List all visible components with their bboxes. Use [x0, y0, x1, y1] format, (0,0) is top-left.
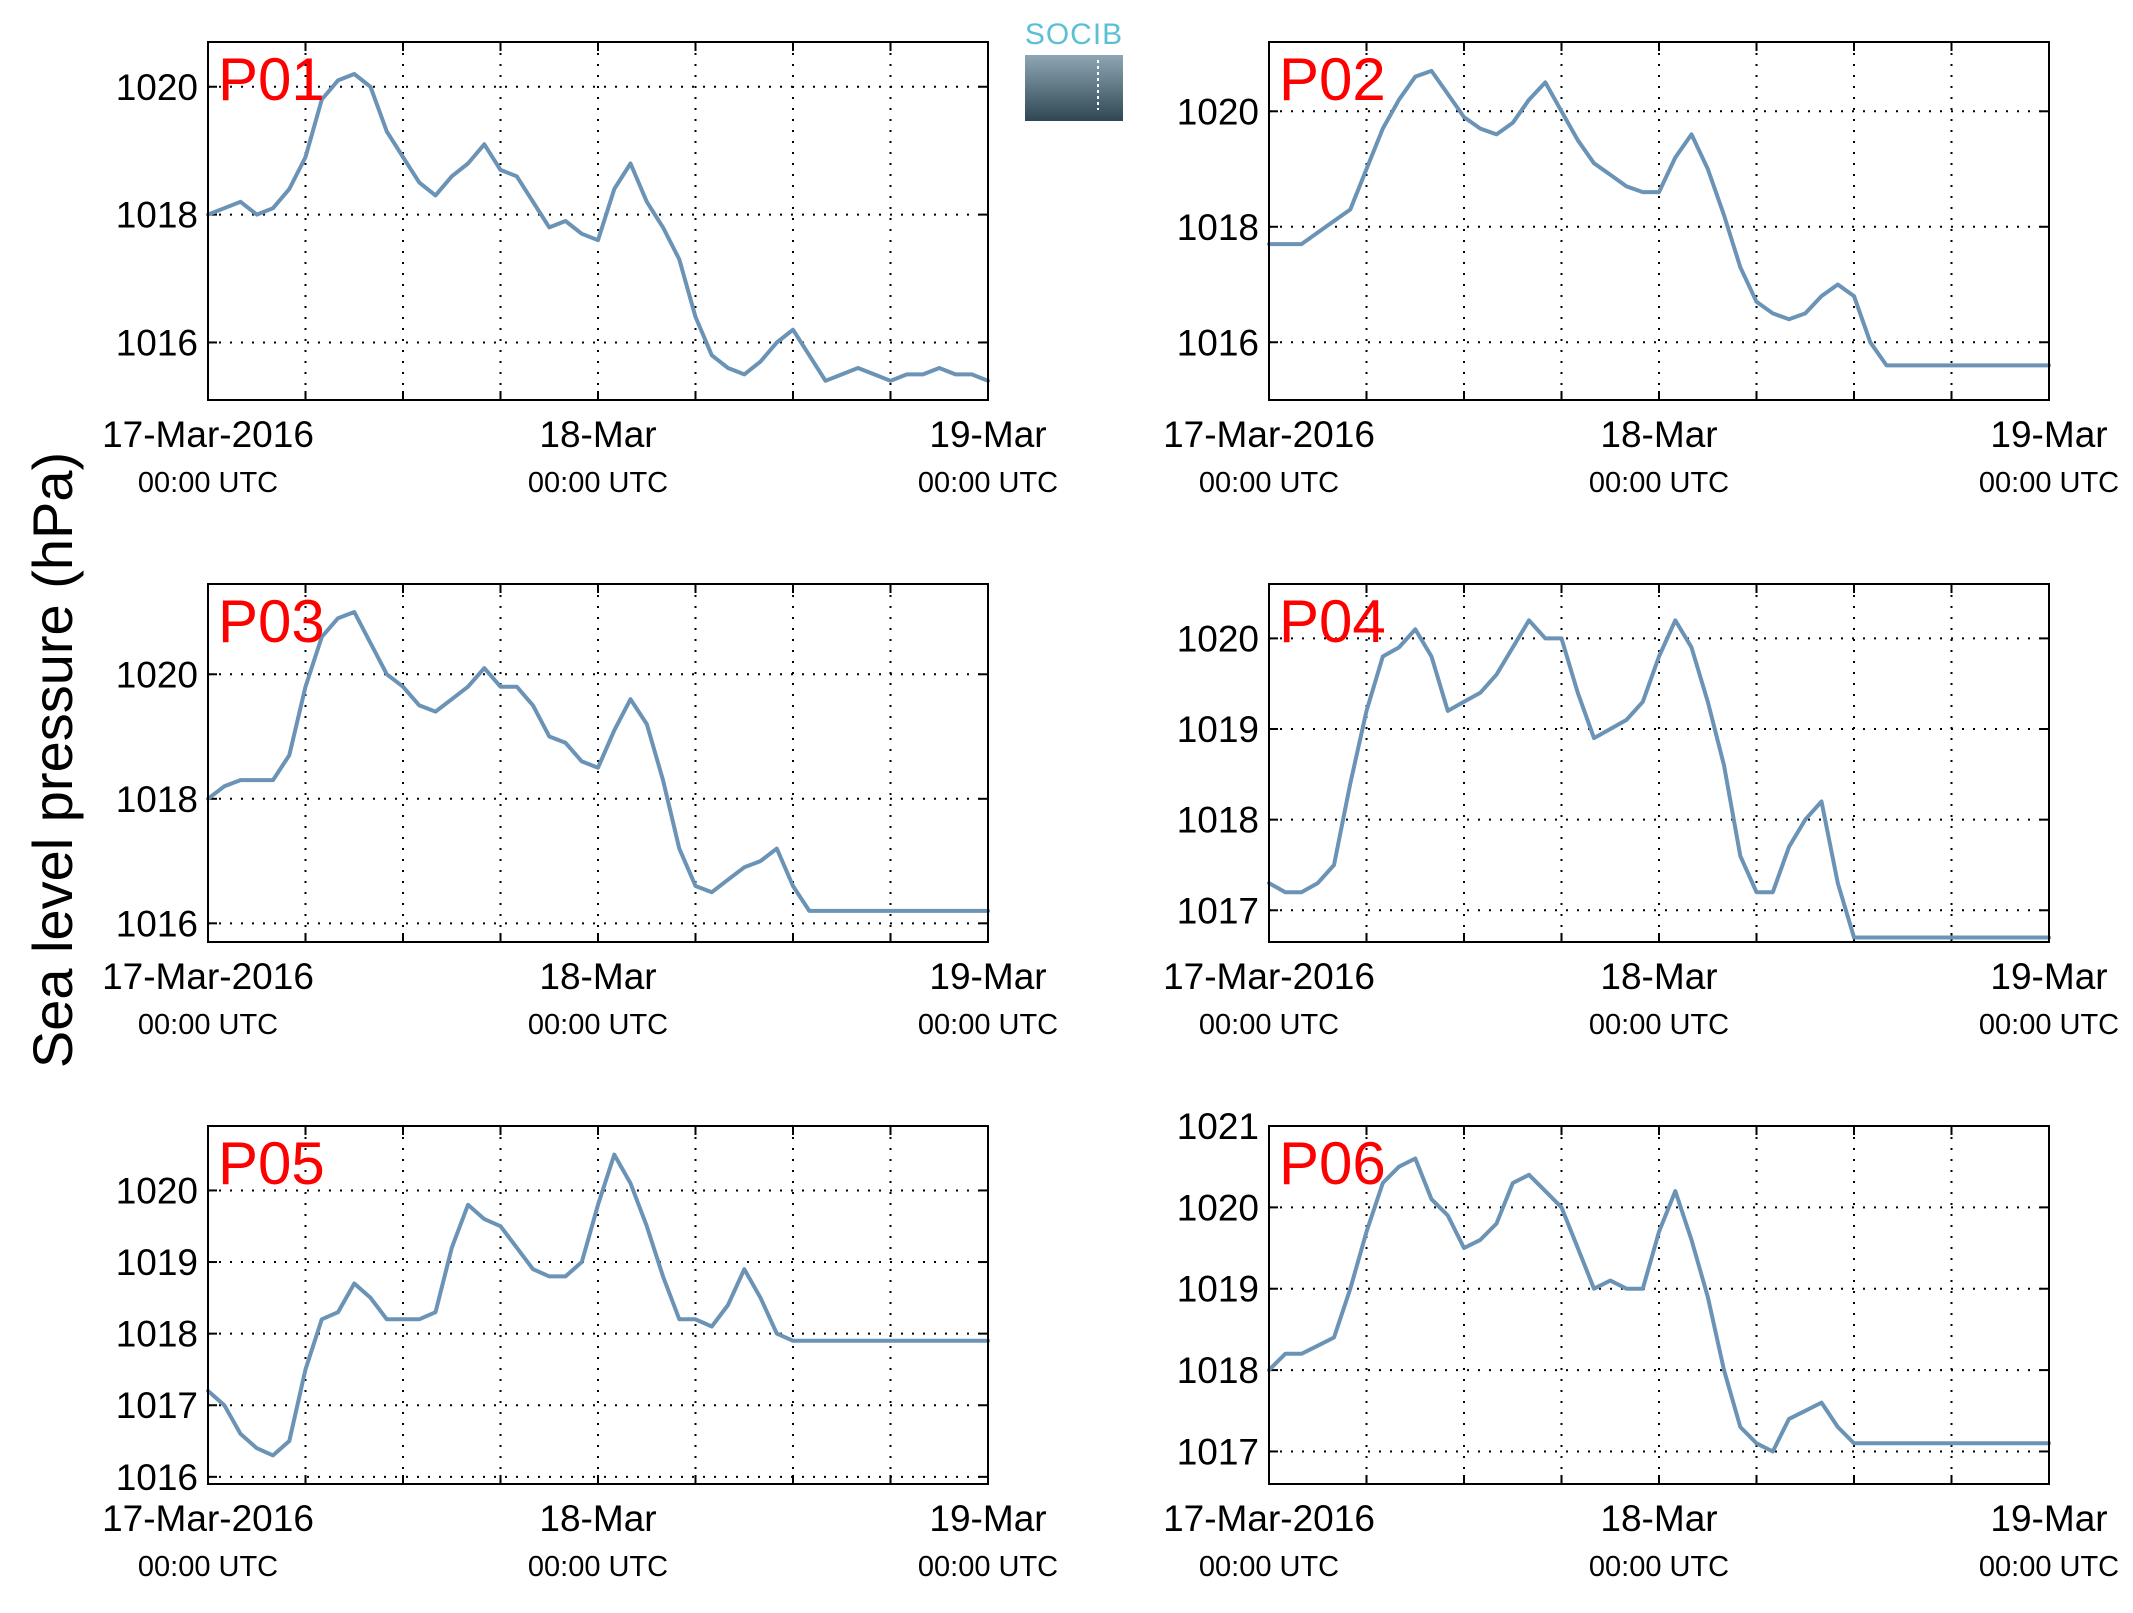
y-tick-label: 1018: [116, 195, 198, 236]
panel-label-p01: P01: [218, 46, 325, 113]
plot-frame: [207, 41, 989, 401]
x-tick-sublabel: 00:00 UTC: [1199, 467, 1339, 499]
x-tick-sublabel: 00:00 UTC: [1589, 1009, 1729, 1041]
x-tick-sublabel: 00:00 UTC: [1979, 1009, 2119, 1041]
x-tick-label: 18-Mar: [539, 956, 656, 997]
x-tick-label: 19-Mar: [929, 956, 1046, 997]
y-tick-label: 1019: [1177, 1269, 1259, 1310]
y-tick-label: 1016: [116, 322, 198, 363]
panels: 1016 1018 1020 17-Mar-2016 00:00 UTC 18-Mar 00…: [102, 41, 2119, 1583]
x-tick-label: 18-Mar: [539, 414, 656, 455]
y-tick-label: 1017: [116, 1385, 198, 1426]
x-tick-label: 17-Mar-2016: [102, 414, 314, 455]
panel-label-p06: P06: [1279, 1130, 1386, 1197]
plot-frame: [1268, 583, 2050, 943]
panel-label-p02: P02: [1279, 46, 1386, 113]
x-tick-label: 19-Mar: [929, 1498, 1046, 1539]
panel-label-p03: P03: [218, 588, 325, 655]
y-tick-label: 1020: [116, 67, 198, 108]
panel-label-p04: P04: [1279, 588, 1386, 655]
plot-frame: [1268, 1125, 2050, 1485]
socib-logo: SOCIB: [1025, 18, 1123, 121]
x-tick-sublabel: 00:00 UTC: [528, 1551, 668, 1583]
x-tick-sublabel: 00:00 UTC: [1589, 467, 1729, 499]
logo-text: SOCIB: [1025, 18, 1123, 51]
series-line-p06: [1267, 1156, 2051, 1454]
x-tick-sublabel: 00:00 UTC: [138, 467, 278, 499]
panel-p04: 1017 1018 1019 1020 17-Mar-2016 00:00 UTC 18-M…: [1163, 583, 2119, 1041]
x-tick-label: 18-Mar: [1600, 956, 1717, 997]
y-tick-label: 1018: [116, 779, 198, 820]
logo-mark: [1025, 55, 1123, 121]
y-axis-title: Sea level pressure (hPa): [21, 452, 84, 1068]
series-line-p01: [206, 72, 990, 383]
x-tick-sublabel: 00:00 UTC: [1979, 1551, 2119, 1583]
panel-p05: 1016 1017 1018 1019 1020 17-Mar-2016 00:00 UTC…: [102, 1125, 1058, 1583]
series-line-p05: [206, 1152, 990, 1458]
y-tick-label: 1020: [1177, 91, 1259, 132]
x-tick-label: 17-Mar-2016: [1163, 414, 1375, 455]
y-tick-label: 1018: [1177, 207, 1259, 248]
panel-p01: 1016 1018 1020 17-Mar-2016 00:00 UTC 18-Mar 00…: [102, 41, 1058, 499]
x-tick-label: 18-Mar: [1600, 414, 1717, 455]
y-tick-label: 1018: [1177, 800, 1259, 841]
x-tick-label: 19-Mar: [1990, 1498, 2107, 1539]
x-tick-sublabel: 00:00 UTC: [918, 1009, 1058, 1041]
y-tick-label: 1016: [1177, 322, 1259, 363]
y-tick-label: 1016: [116, 1457, 198, 1498]
y-tick-label: 1020: [1177, 618, 1259, 659]
y-tick-label: 1017: [1177, 1431, 1259, 1472]
panel-label-p05: P05: [218, 1130, 325, 1197]
y-tick-label: 1019: [1177, 709, 1259, 750]
y-tick-label: 1019: [116, 1242, 198, 1283]
y-tick-label: 1018: [1177, 1350, 1259, 1391]
x-tick-sublabel: 00:00 UTC: [528, 1009, 668, 1041]
series-line-p02: [1267, 68, 2051, 368]
plot-frame: [1268, 41, 2050, 401]
plot-frame: [207, 1125, 989, 1485]
x-tick-sublabel: 00:00 UTC: [1979, 467, 2119, 499]
x-tick-label: 19-Mar: [929, 414, 1046, 455]
y-tick-label: 1016: [116, 903, 198, 944]
x-tick-sublabel: 00:00 UTC: [918, 1551, 1058, 1583]
plot-frame: [207, 583, 989, 943]
x-tick-label: 18-Mar: [1600, 1498, 1717, 1539]
x-tick-label: 17-Mar-2016: [1163, 956, 1375, 997]
y-tick-label: 1018: [116, 1314, 198, 1355]
y-tick-label: 1020: [116, 1170, 198, 1211]
x-tick-sublabel: 00:00 UTC: [1199, 1551, 1339, 1583]
panel-p03: 1016 1018 1020 17-Mar-2016 00:00 UTC 18-Mar 00…: [102, 583, 1058, 1041]
x-tick-label: 17-Mar-2016: [102, 1498, 314, 1539]
y-tick-label: 1017: [1177, 890, 1259, 931]
x-tick-label: 18-Mar: [539, 1498, 656, 1539]
x-tick-label: 19-Mar: [1990, 956, 2107, 997]
y-tick-label: 1021: [1177, 1106, 1259, 1147]
x-tick-label: 17-Mar-2016: [1163, 1498, 1375, 1539]
panel-p06: 1017 1018 1019 1020 1021 17-Mar-2016 00:00 UTC…: [1163, 1106, 2119, 1583]
panel-p02: 1016 1018 1020 17-Mar-2016 00:00 UTC 18-Mar 00…: [1163, 41, 2119, 499]
x-tick-sublabel: 00:00 UTC: [1589, 1551, 1729, 1583]
x-tick-label: 19-Mar: [1990, 414, 2107, 455]
x-tick-sublabel: 00:00 UTC: [138, 1009, 278, 1041]
x-tick-label: 17-Mar-2016: [102, 956, 314, 997]
y-tick-label: 1020: [116, 654, 198, 695]
y-tick-label: 1020: [1177, 1187, 1259, 1228]
series-line-p03: [206, 610, 990, 913]
x-tick-sublabel: 00:00 UTC: [918, 467, 1058, 499]
x-tick-sublabel: 00:00 UTC: [528, 467, 668, 499]
x-tick-sublabel: 00:00 UTC: [138, 1551, 278, 1583]
series-line-p04: [1267, 618, 2051, 940]
x-tick-sublabel: 00:00 UTC: [1199, 1009, 1339, 1041]
